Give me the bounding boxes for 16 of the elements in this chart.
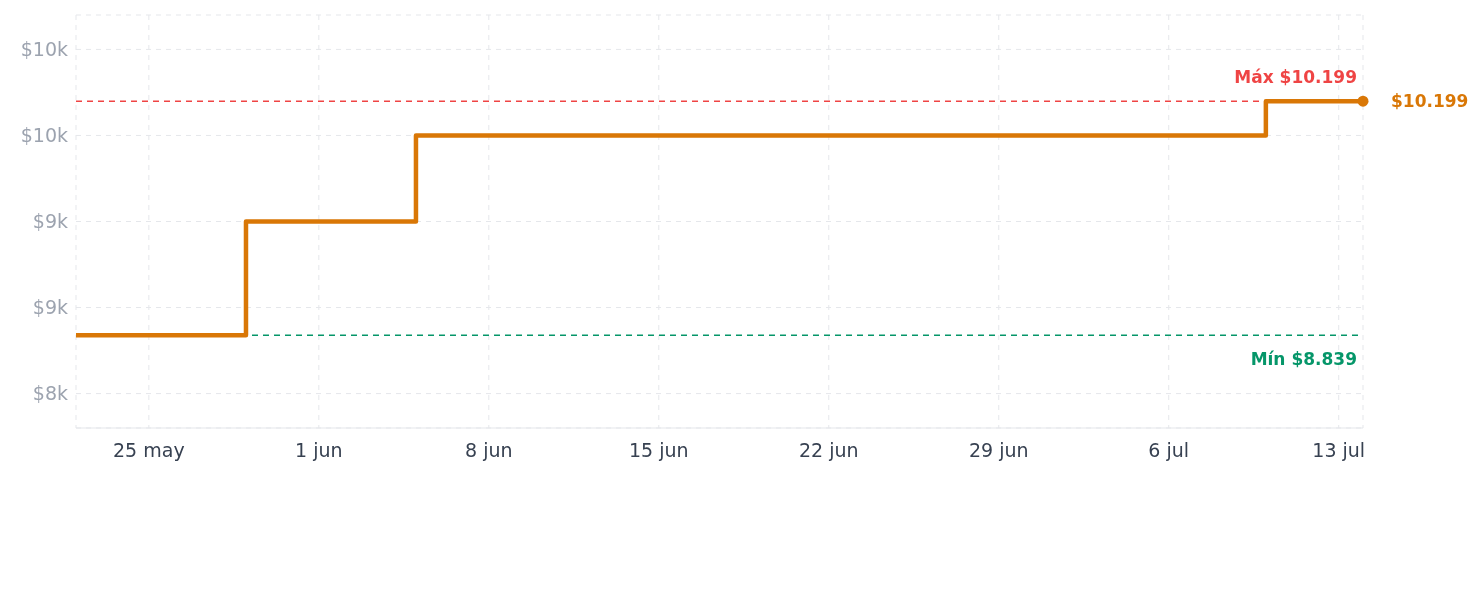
x-tick-label: 13 jul xyxy=(1312,439,1366,462)
x-tick-label: 1 jun xyxy=(295,439,343,462)
y-tick-label: $10k xyxy=(20,124,68,147)
y-tick-label: $9k xyxy=(32,210,68,233)
x-tick-label: 6 jul xyxy=(1148,439,1190,462)
x-tick-label: 22 jun xyxy=(798,439,859,462)
ref-line-label: Máx $10.199 xyxy=(1234,67,1357,88)
data-label: $10.199 xyxy=(1391,91,1469,112)
x-tick-label: 15 jun xyxy=(629,439,689,462)
x-tick-label: 8 jun xyxy=(465,439,513,462)
ref-line-label: Mín $8.839 xyxy=(1250,349,1357,370)
y-tick-label: $8k xyxy=(32,382,68,405)
y-tick-label: $9k xyxy=(32,296,68,319)
x-tick-label: 29 jun xyxy=(968,439,1029,462)
x-tick-label: 25 may xyxy=(113,439,185,462)
y-tick-label: $10k xyxy=(20,38,68,61)
